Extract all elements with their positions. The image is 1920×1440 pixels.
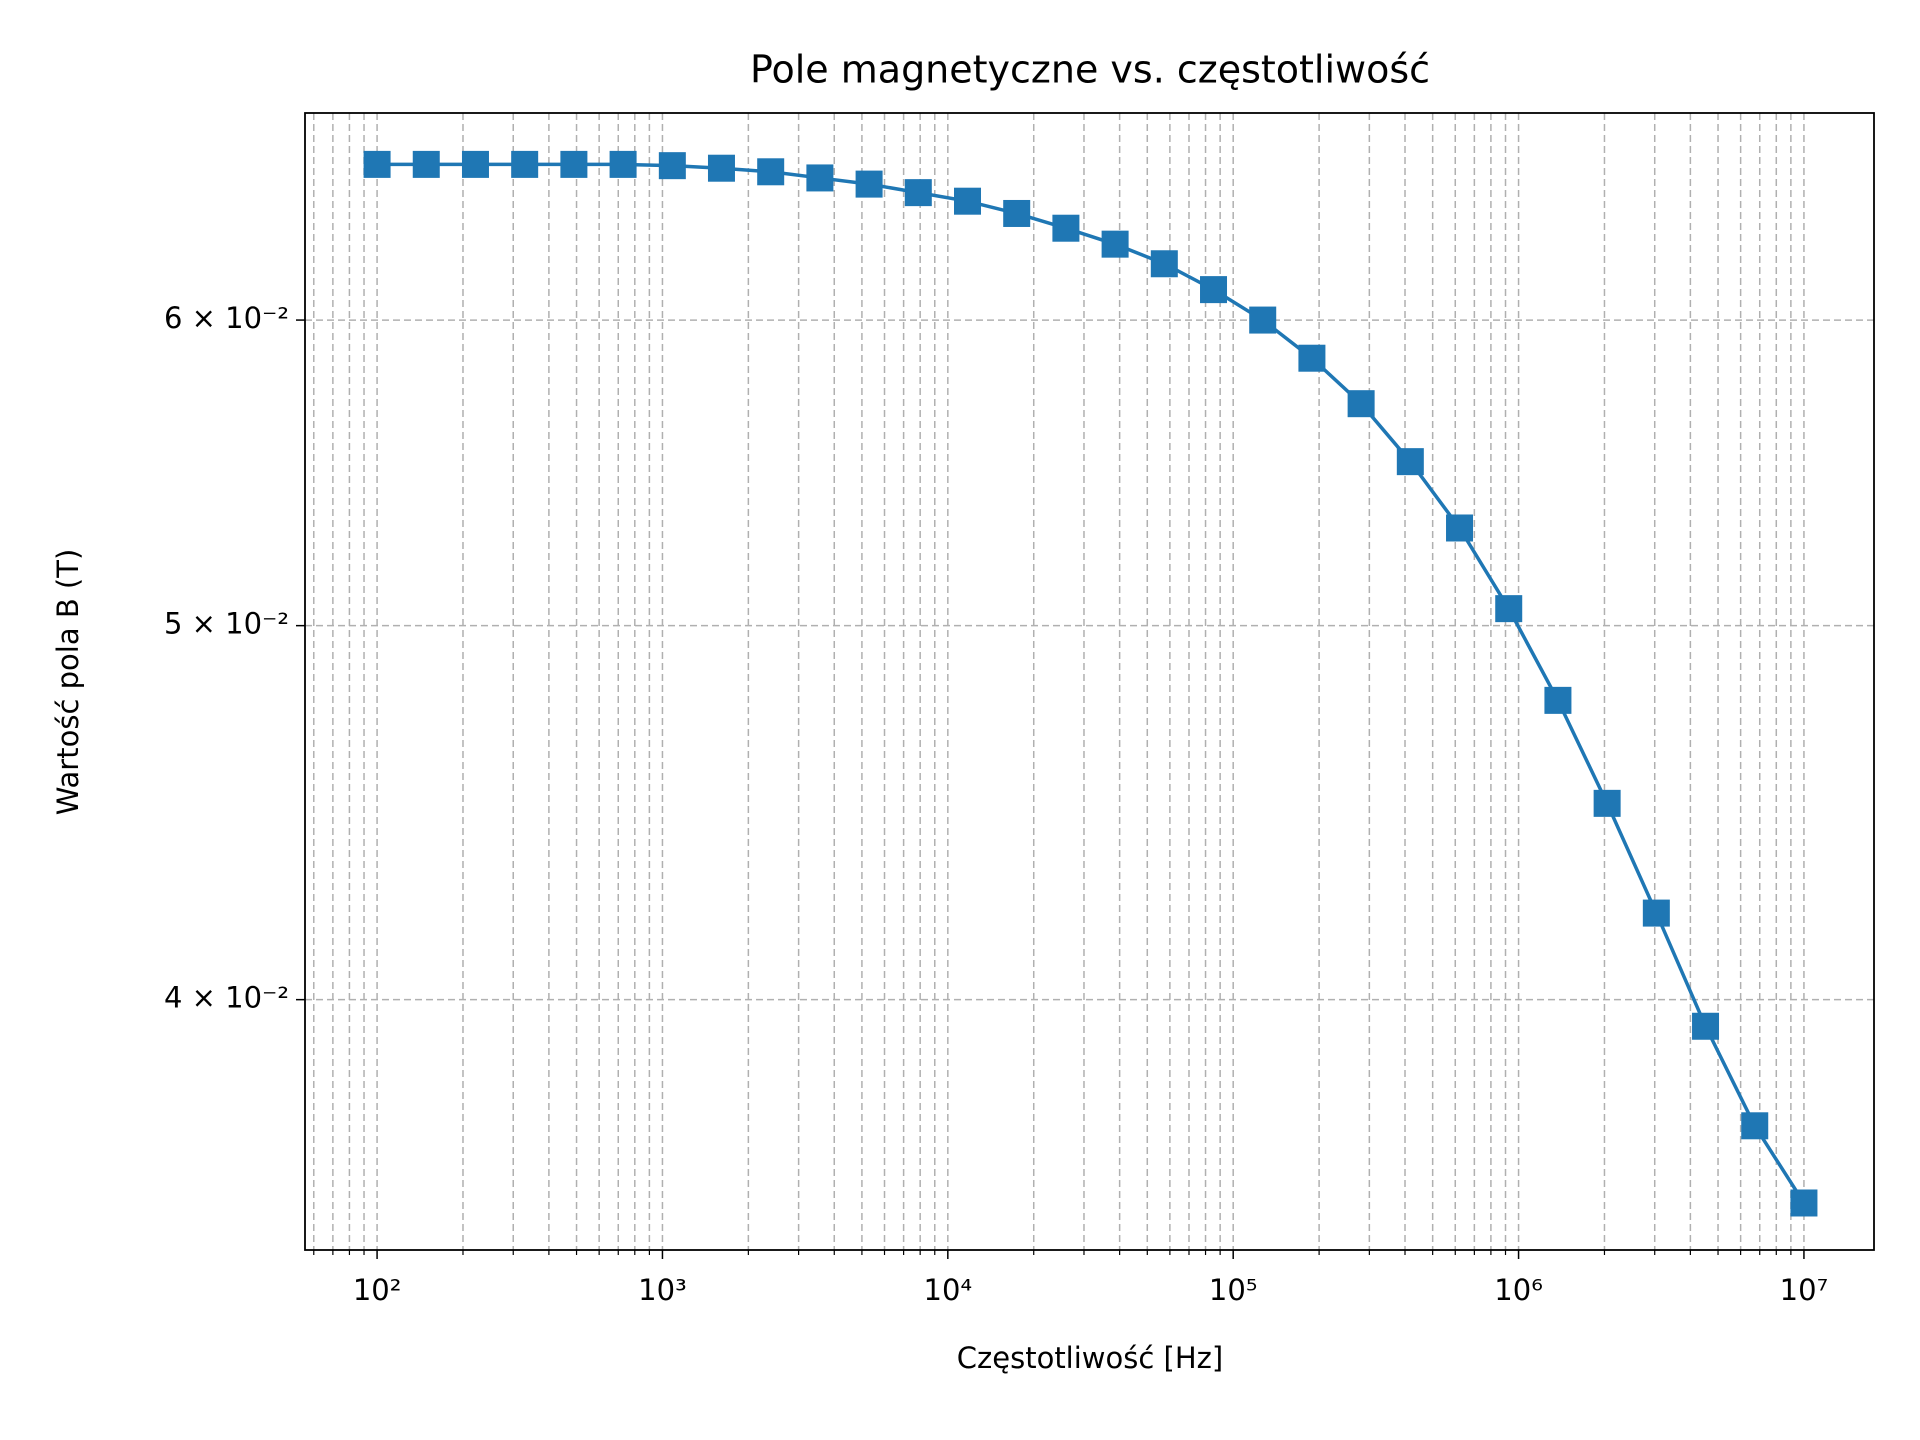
y-tick-label: 6 × 10⁻²	[164, 301, 289, 335]
data-marker	[1790, 1189, 1818, 1217]
data-marker	[560, 150, 588, 178]
data-marker	[1150, 250, 1178, 278]
data-marker	[855, 170, 883, 198]
x-tick-label: 10⁶	[1494, 1273, 1543, 1307]
data-marker	[1446, 514, 1474, 542]
data-marker	[1544, 686, 1572, 714]
data-marker	[1741, 1112, 1769, 1140]
data-marker	[412, 150, 440, 178]
data-marker	[904, 179, 932, 207]
data-marker	[1593, 789, 1621, 817]
data-marker	[954, 187, 982, 215]
chart-title: Pole magnetyczne vs. częstotliwość	[750, 48, 1430, 92]
x-tick-label: 10²	[353, 1273, 402, 1307]
y-tick-label: 5 × 10⁻²	[164, 607, 289, 641]
x-axis-label: Częstotliwość [Hz]	[957, 1341, 1223, 1375]
data-marker	[1249, 306, 1277, 334]
data-marker	[1200, 276, 1228, 304]
data-marker	[1692, 1012, 1720, 1040]
data-marker	[707, 154, 735, 182]
data-marker	[363, 150, 391, 178]
data-marker	[1101, 230, 1129, 258]
data-marker	[1347, 390, 1375, 418]
data-marker	[757, 158, 785, 186]
x-tick-label: 10⁴	[924, 1273, 973, 1307]
data-marker	[658, 152, 686, 180]
data-marker	[461, 150, 489, 178]
y-axis-label: Wartość pola B (T)	[51, 549, 85, 816]
data-marker	[1495, 595, 1523, 623]
data-marker	[609, 150, 637, 178]
y-tick-label: 4 × 10⁻²	[164, 981, 289, 1015]
plot-frame	[304, 112, 1875, 1251]
data-marker	[1396, 448, 1424, 476]
x-tick-label: 10⁷	[1780, 1273, 1829, 1307]
data-marker	[1052, 214, 1080, 242]
data-marker	[1298, 344, 1326, 372]
data-marker	[511, 150, 539, 178]
x-tick-label: 10⁵	[1209, 1273, 1258, 1307]
data-marker	[1003, 199, 1031, 227]
data-marker	[1642, 899, 1670, 927]
x-tick-label: 10³	[638, 1273, 687, 1307]
data-marker	[806, 164, 834, 192]
